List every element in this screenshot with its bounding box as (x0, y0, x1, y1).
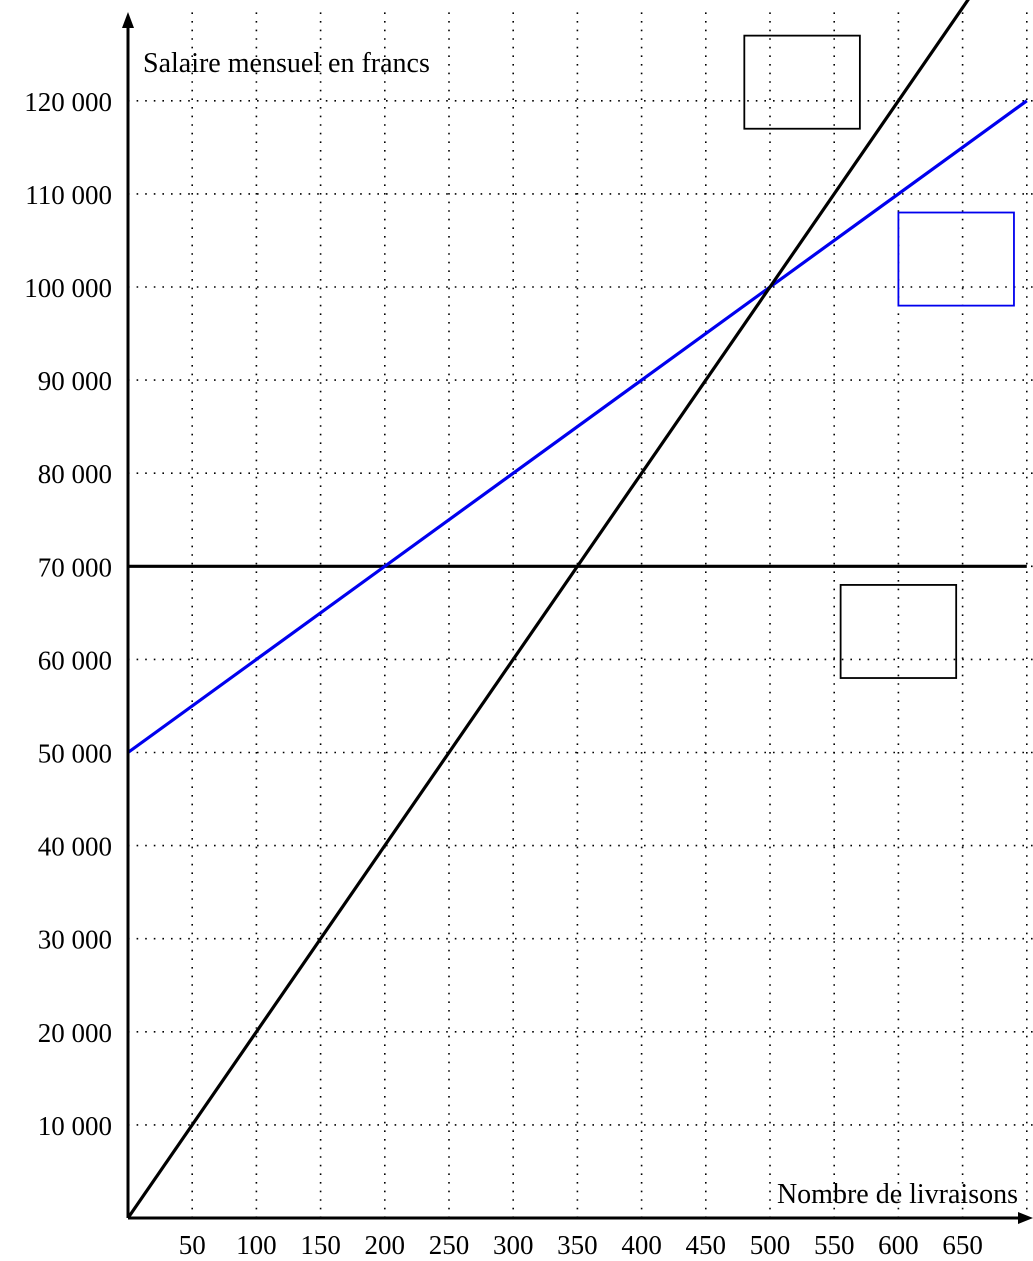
y-tick-label: 110 000 (25, 180, 112, 210)
label-box-3 (839, 584, 958, 679)
x-tick-label: 100 (236, 1230, 277, 1260)
y-tick-label: 50 000 (38, 739, 112, 769)
x-tick-label: 650 (942, 1230, 983, 1260)
grid (128, 12, 1033, 1218)
x-tick-label: 600 (878, 1230, 919, 1260)
axes (122, 12, 1033, 1224)
series-line-2 (127, 99, 1028, 754)
x-tick-label: 450 (686, 1230, 727, 1260)
y-tick-label: 70 000 (38, 552, 112, 582)
x-tick-label: 400 (621, 1230, 662, 1260)
y-tick-label: 10 000 (38, 1111, 112, 1141)
x-tick-label: 250 (429, 1230, 470, 1260)
x-tick-label: 50 (179, 1230, 206, 1260)
y-axis-title: Salaire mensuel en francs (143, 48, 430, 79)
x-tick-labels: 50 100 150 200 250 300 350 400 450 500 550 600 650 (179, 1230, 983, 1260)
x-tick-label: 300 (493, 1230, 534, 1260)
y-tick-labels: 10 000 20 000 30 000 40 000 50 000 60 000 70 0… (24, 87, 112, 1141)
y-tick-label: 80 000 (38, 459, 112, 489)
x-tick-label: 350 (557, 1230, 598, 1260)
series-line-3 (126, 0, 970, 1219)
label-box-1 (743, 34, 861, 130)
series-lines (126, 0, 1028, 1219)
x-tick-label: 500 (750, 1230, 791, 1260)
label-box-2 (897, 211, 1015, 307)
y-tick-label: 90 000 (38, 366, 112, 396)
y-tick-label: 30 000 (38, 925, 112, 955)
x-tick-label: 550 (814, 1230, 855, 1260)
x-tick-label: 200 (365, 1230, 406, 1260)
y-tick-label: 40 000 (38, 832, 112, 862)
y-tick-label: 100 000 (24, 273, 112, 303)
y-tick-label: 120 000 (24, 87, 112, 117)
y-tick-label: 60 000 (38, 645, 112, 675)
x-axis-title: Nombre de livraisons (777, 1179, 1018, 1210)
y-axis-arrow-icon (122, 12, 134, 28)
y-tick-label: 20 000 (38, 1018, 112, 1048)
label-boxes (743, 34, 1015, 679)
x-axis-arrow-icon (1018, 1212, 1033, 1224)
x-tick-label: 150 (300, 1230, 341, 1260)
